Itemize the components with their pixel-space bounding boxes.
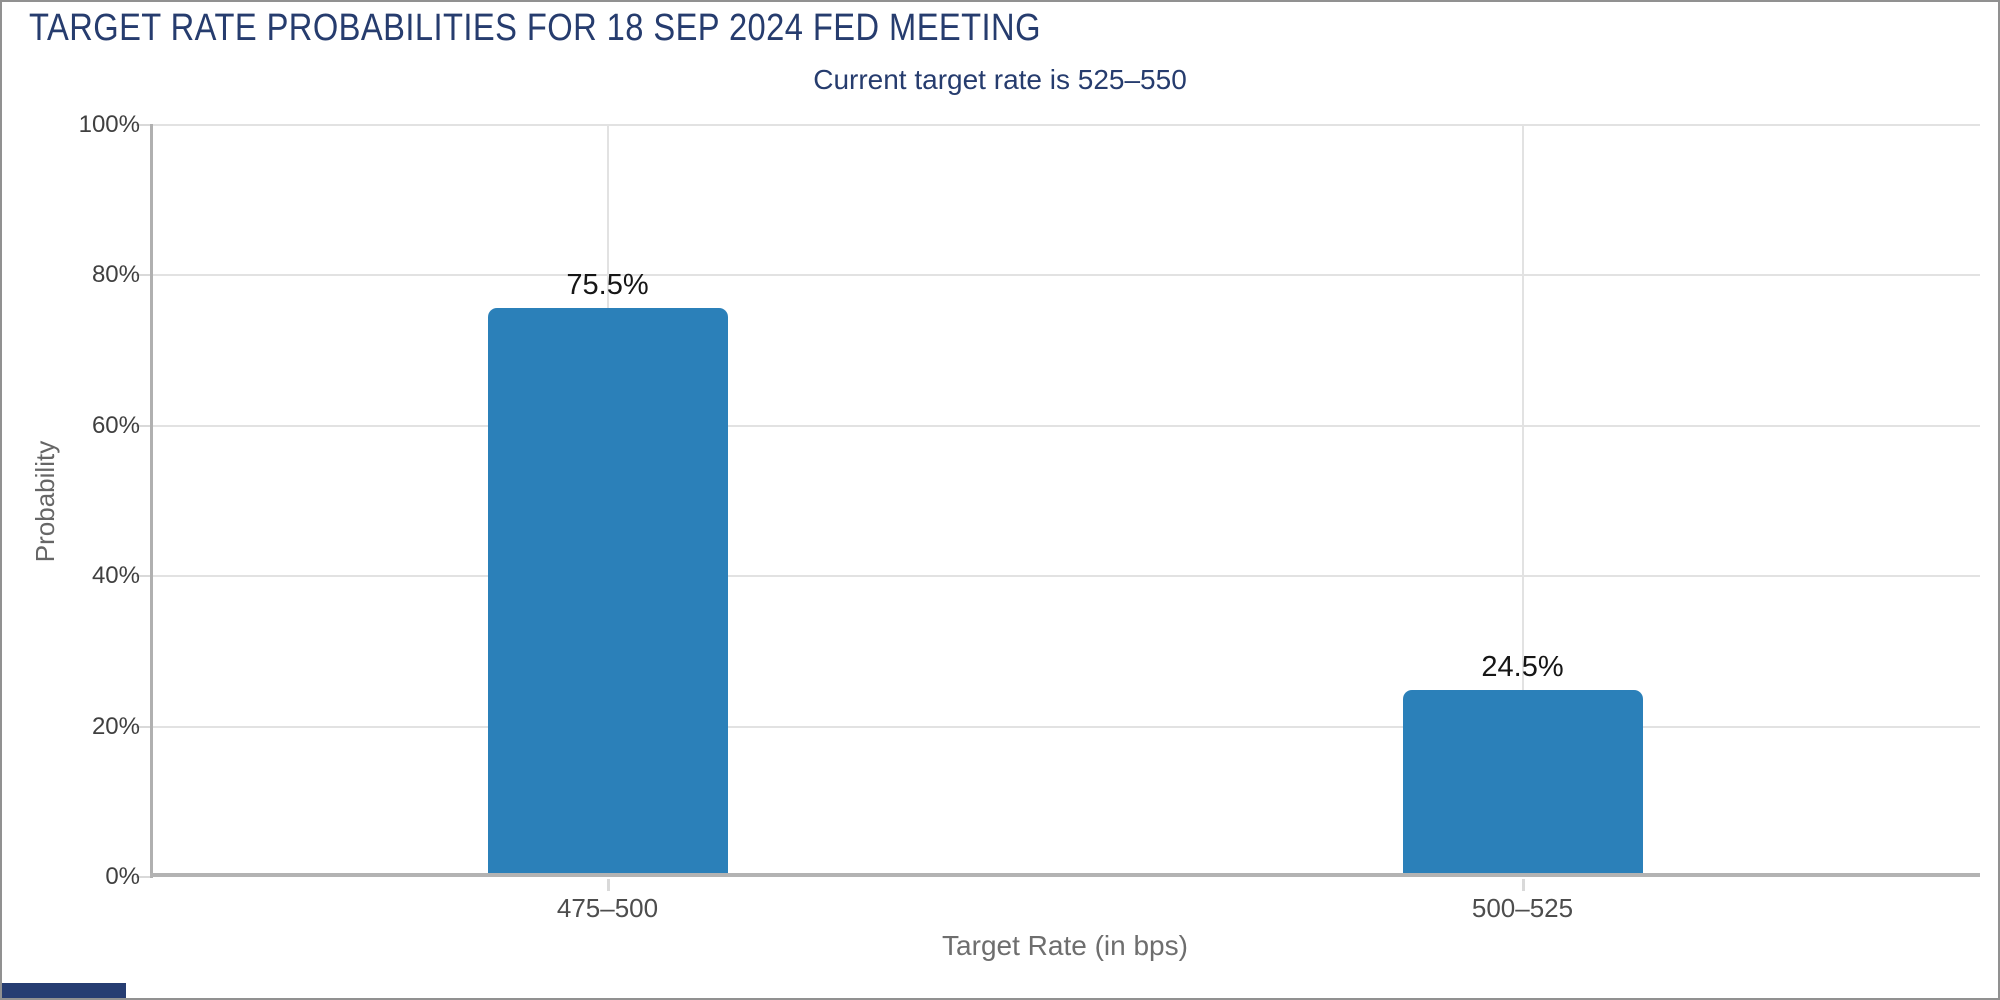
- x-tick: [606, 879, 610, 891]
- bar-500-525[interactable]: [1402, 689, 1643, 873]
- y-axis-title-wrap: Probability: [26, 125, 66, 877]
- bar-value-label: 24.5%: [1481, 650, 1564, 683]
- h-gridline: [150, 424, 1980, 427]
- y-tick: [136, 575, 150, 578]
- y-tick: [136, 124, 150, 126]
- x-category-label: 500–525: [1471, 893, 1574, 923]
- h-gridline: [150, 575, 1980, 578]
- y-tick-label: 0%: [105, 863, 140, 890]
- bottom-left-accent: [2, 983, 126, 998]
- y-tick: [136, 876, 150, 878]
- x-axis-line: [150, 873, 1980, 877]
- h-gridline: [150, 725, 1980, 728]
- y-tick-label: 40%: [91, 562, 140, 590]
- x-category-label: 475–500: [556, 893, 659, 923]
- y-tick-label: 20%: [91, 712, 140, 740]
- y-tick: [136, 725, 150, 728]
- bar-value-label: 75.5%: [566, 269, 649, 302]
- h-gridline: [150, 274, 1980, 277]
- page-title: TARGET RATE PROBABILITIES FOR 18 SEP 202…: [29, 7, 1041, 49]
- y-tick: [136, 274, 150, 277]
- bar-475-500[interactable]: [487, 308, 728, 873]
- y-axis-line: [150, 124, 153, 878]
- chart-subtitle: Current target rate is 525–550: [813, 64, 1187, 95]
- x-axis-title: Target Rate (in bps): [942, 930, 1188, 961]
- y-axis-title: Probability: [30, 440, 61, 562]
- x-tick: [1521, 879, 1525, 891]
- y-tick-label: 60%: [91, 411, 140, 439]
- y-tick-label: 100%: [78, 111, 140, 138]
- y-tick-label: 80%: [91, 261, 140, 289]
- plot-area: 75.5% 24.5%: [136, 124, 1980, 878]
- v-gridline: [1521, 125, 1524, 877]
- h-gridline: [150, 124, 1980, 126]
- y-tick: [136, 424, 150, 427]
